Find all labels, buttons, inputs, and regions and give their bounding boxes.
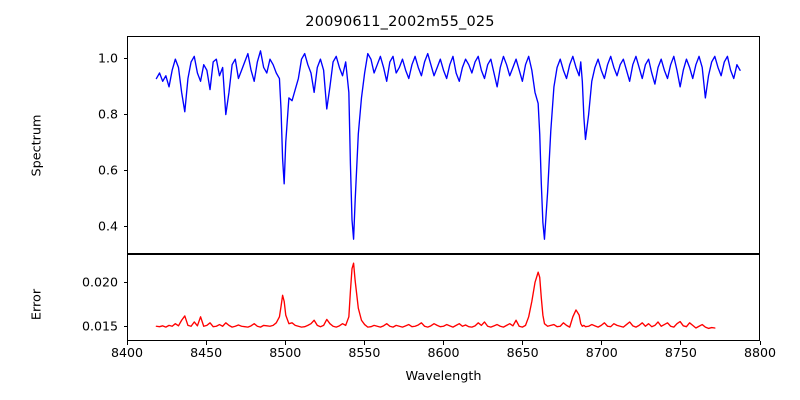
- x-tick-label: 8550: [348, 345, 381, 360]
- y-tick-mark: [123, 113, 127, 115]
- y-tick-label: 0.015: [81, 318, 118, 334]
- x-tick-label: 8650: [506, 345, 539, 360]
- y-tick-label: 0.8: [97, 106, 118, 122]
- error-y-axis-label: Error: [29, 288, 45, 321]
- x-tick-label: 8600: [427, 345, 460, 360]
- spectrum-panel: [127, 36, 760, 254]
- y-tick-label: 0.6: [97, 162, 118, 178]
- y-tick-mark: [123, 169, 127, 171]
- x-tick-label: 8800: [743, 345, 777, 360]
- x-tick-label: 8500: [269, 345, 302, 360]
- y-tick-mark: [123, 225, 127, 227]
- error-panel: [127, 254, 760, 341]
- y-tick-label: 1.0: [97, 50, 118, 66]
- x-tick-mark: [284, 341, 286, 345]
- y-tick-mark: [123, 325, 127, 327]
- y-tick-mark: [123, 281, 127, 283]
- x-tick-label: 8400: [110, 345, 144, 360]
- x-tick-mark: [126, 341, 128, 345]
- y-tick-mark: [123, 57, 127, 59]
- error-plot-area: [128, 255, 759, 340]
- chart-title: 20090611_2002m55_025: [305, 14, 495, 30]
- y-tick-label: 0.4: [97, 218, 118, 234]
- x-tick-mark: [363, 341, 365, 345]
- y-tick-label: 0.020: [81, 274, 118, 290]
- x-tick-mark: [443, 341, 445, 345]
- x-tick-mark: [680, 341, 682, 345]
- x-tick-label: 8700: [585, 345, 618, 360]
- x-axis-label: Wavelength: [405, 369, 482, 384]
- x-tick-mark: [601, 341, 603, 345]
- x-tick-label: 8750: [664, 345, 697, 360]
- x-tick-label: 8450: [190, 345, 223, 360]
- spectrum-plot-area: [128, 37, 759, 253]
- x-tick-mark: [759, 341, 761, 345]
- spectrum-panel-line: [156, 51, 740, 239]
- error-panel-line: [156, 263, 714, 328]
- x-tick-mark: [205, 341, 207, 345]
- x-tick-mark: [522, 341, 524, 345]
